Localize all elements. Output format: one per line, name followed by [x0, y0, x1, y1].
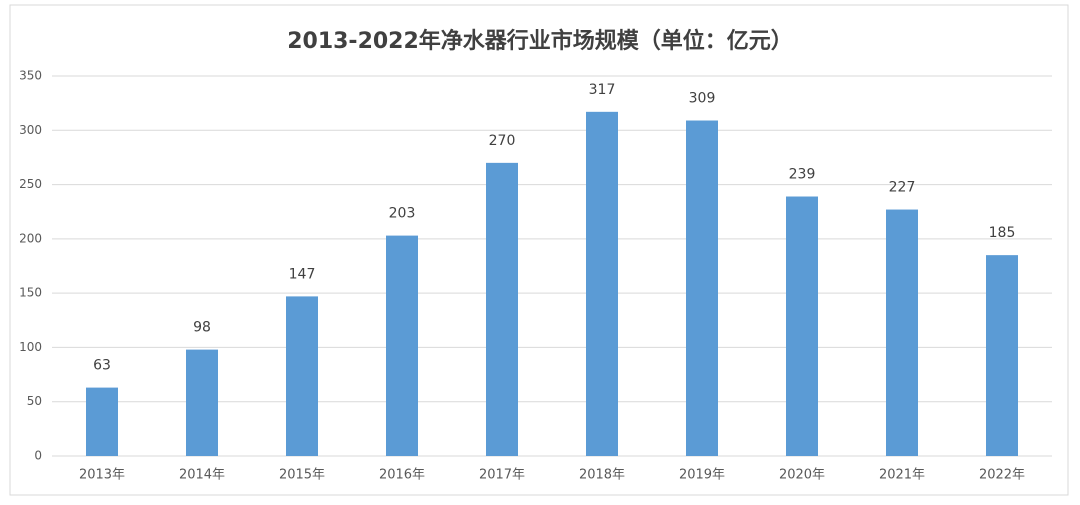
x-tick-label: 2018年: [579, 468, 625, 483]
bar: [486, 162, 518, 456]
y-tick-label: 200: [19, 231, 42, 245]
value-label: 147: [289, 266, 316, 282]
value-label: 270: [489, 133, 516, 149]
x-tick-label: 2021年: [879, 468, 925, 483]
bar: [586, 111, 618, 456]
value-label: 317: [589, 82, 616, 98]
bar: [386, 235, 418, 456]
value-label: 98: [193, 320, 211, 336]
bar: [186, 349, 218, 456]
bar: [686, 120, 718, 456]
y-tick-label: 0: [34, 449, 42, 463]
x-tick-label: 2016年: [379, 468, 425, 483]
bar: [986, 255, 1018, 456]
value-label: 63: [93, 358, 111, 374]
y-tick-label: 300: [19, 123, 42, 137]
value-label: 309: [689, 91, 716, 107]
x-tick-label: 2020年: [779, 468, 825, 483]
x-tick-label: 2014年: [179, 468, 225, 483]
chart-title: 2013-2022年净水器行业市场规模（单位：亿元）: [287, 28, 793, 54]
x-tick-label: 2015年: [279, 468, 325, 483]
y-tick-label: 150: [19, 286, 42, 300]
y-tick-label: 50: [27, 394, 42, 408]
bar: [86, 387, 118, 456]
value-label: 203: [389, 206, 416, 222]
y-tick-label: 100: [19, 340, 42, 354]
x-tick-label: 2022年: [979, 468, 1025, 483]
x-tick-label: 2017年: [479, 468, 525, 483]
x-tick-label: 2019年: [679, 468, 725, 483]
bar: [786, 196, 818, 456]
value-label: 239: [789, 167, 816, 183]
value-label: 185: [989, 225, 1016, 241]
bar: [886, 209, 918, 456]
x-tick-label: 2013年: [79, 468, 125, 483]
value-label: 227: [889, 180, 916, 196]
y-tick-label: 350: [19, 69, 42, 83]
y-tick-label: 250: [19, 177, 42, 191]
bar: [286, 296, 318, 456]
